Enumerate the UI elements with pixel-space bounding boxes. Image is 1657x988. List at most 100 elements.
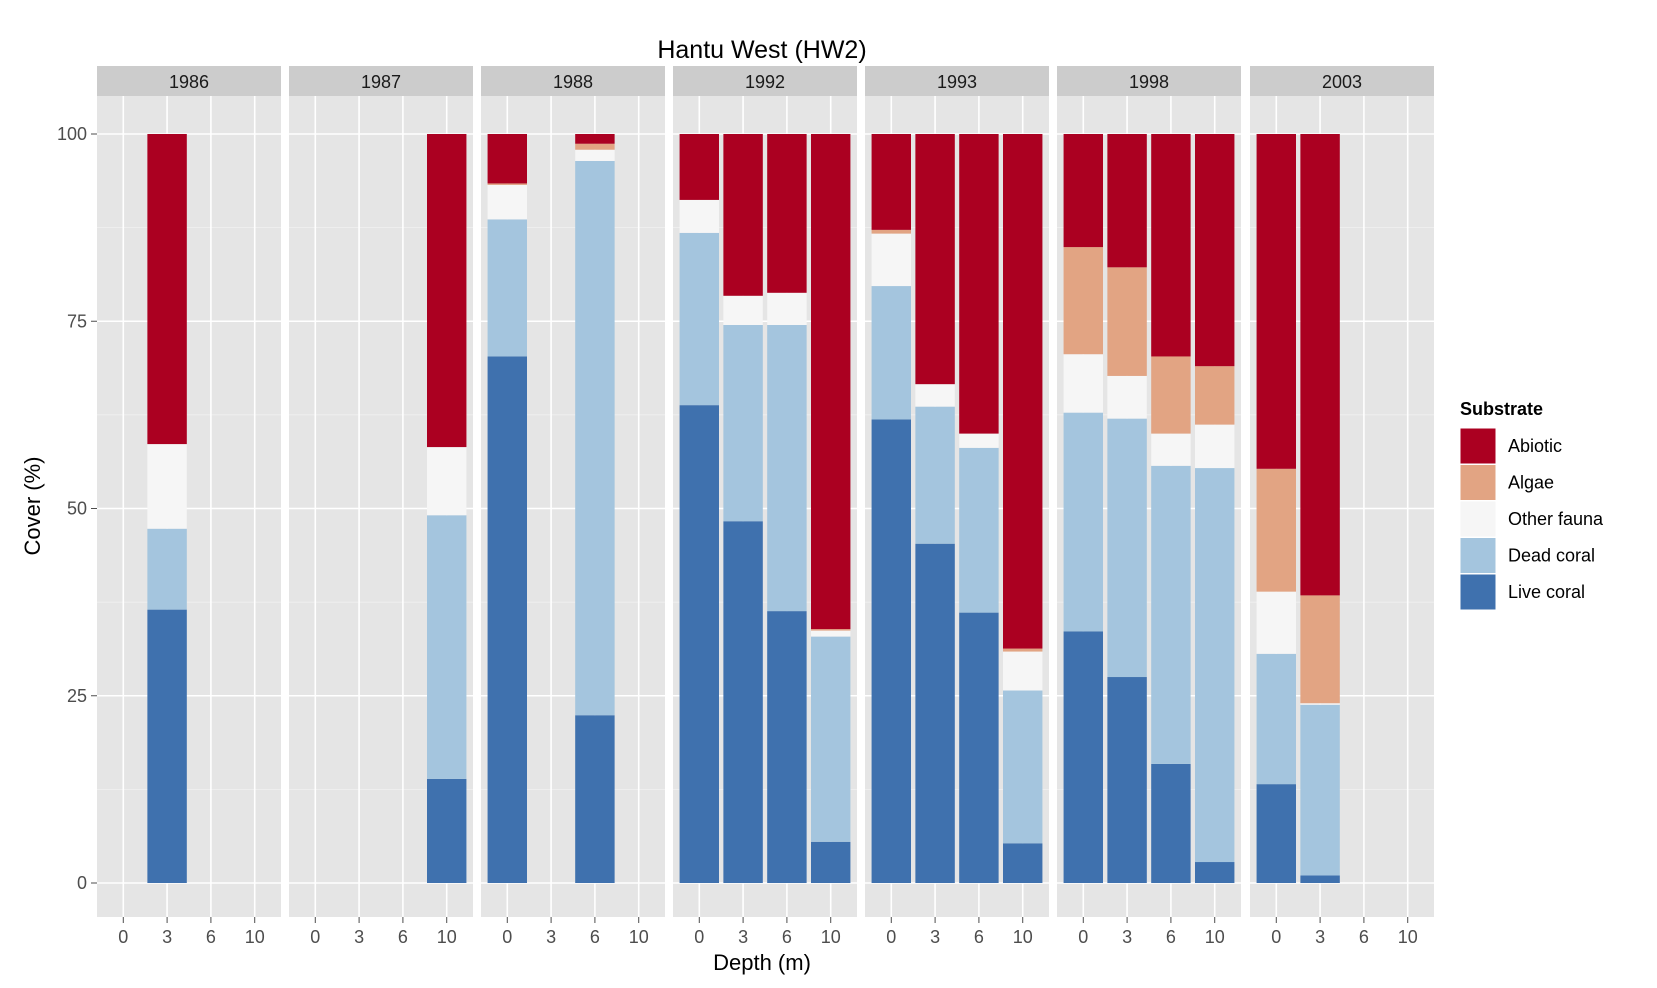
bar-segment-live-coral [1063,631,1103,883]
x-tick-label: 6 [974,927,984,947]
bar-segment-other-fauna [1107,375,1147,419]
bar-segment-abiotic [871,134,911,230]
facet-strip-label: 1998 [1129,72,1169,92]
legend-label-abiotic: Abiotic [1508,436,1562,456]
y-tick-label: 50 [67,499,87,519]
bar-segment-dead-coral [679,232,719,406]
y-axis-title: Cover (%) [20,456,45,555]
x-tick-label: 10 [1013,927,1033,947]
bar-segment-dead-coral [811,636,851,842]
x-tick-label: 0 [1271,927,1281,947]
bar-segment-dead-coral [487,219,527,357]
bar-segment-abiotic [147,134,187,445]
bar-segment-live-coral [679,405,719,883]
legend-label-live-coral: Live coral [1508,582,1585,602]
bar-segment-other-fauna [767,292,807,325]
y-tick-label: 0 [77,873,87,893]
legend-key-other-fauna [1459,500,1497,538]
facet-strip [481,66,665,96]
bar-segment-other-fauna [1195,424,1235,469]
y-tick-label: 75 [67,311,87,331]
x-tick-label: 0 [502,927,512,947]
facet-1993: 1993 0 3 6 10 [865,66,1049,947]
bar-segment-other-fauna [1256,591,1296,654]
bar-segment-dead-coral [1003,690,1043,844]
x-tick-label: 10 [1205,927,1225,947]
bar-segment-algae [1256,468,1296,592]
bar-segment-dead-coral [871,286,911,420]
bar-segment-live-coral [1151,763,1191,883]
facet-1988: 1988 0 3 6 10 [481,66,665,947]
bar-segment-abiotic [1195,134,1235,367]
bar-segment-other-fauna [1300,703,1340,705]
bar-segment-other-fauna [959,433,999,448]
bar-segment-dead-coral [723,324,763,522]
bar-segment-other-fauna [1063,354,1103,413]
facet-strip [865,66,1049,96]
bar-segment-algae [1300,595,1340,704]
bar-segment-other-fauna [871,233,911,287]
bar-segment-other-fauna [1151,433,1191,466]
bar-segment-abiotic [1063,134,1103,248]
x-tick-label: 6 [1166,927,1176,947]
x-tick-label: 3 [930,927,940,947]
x-tick-label: 0 [694,927,704,947]
bar-segment-dead-coral [915,406,955,544]
bar-segment-algae [811,629,851,631]
bar-segment-live-coral [915,543,955,883]
x-tick-label: 3 [738,927,748,947]
legend-key-algae [1459,464,1497,501]
bar-segment-other-fauna [679,199,719,233]
facet-1992: 1992 0 3 6 10 [673,66,857,947]
x-tick-label: 10 [245,927,265,947]
bar-segment-algae [1003,648,1043,652]
bar-segment-abiotic [427,134,467,448]
facet-strip [289,66,473,96]
bar-segment-live-coral [811,841,851,883]
bar-segment-abiotic [915,134,955,385]
bar-segment-live-coral [959,612,999,883]
bar-segment-live-coral [427,778,467,883]
panel-background [97,96,281,917]
bar-segment-dead-coral [1195,468,1235,863]
x-tick-label: 3 [1122,927,1132,947]
bar-segment-abiotic [575,134,615,144]
x-tick-label: 10 [629,927,649,947]
bar-segment-other-fauna [427,447,467,516]
x-tick-label: 10 [1398,927,1418,947]
bar-segment-dead-coral [427,515,467,779]
bar-segment-live-coral [871,419,911,883]
legend-label-dead-coral: Dead coral [1508,546,1595,566]
x-tick-label: 0 [886,927,896,947]
x-tick-label: 3 [162,927,172,947]
facet-2003: 2003 0 3 6 10 [1250,66,1434,947]
bar-segment-other-fauna [487,184,527,220]
bar-segment-live-coral [1195,862,1235,883]
chart-title: Hantu West (HW2) [657,36,866,64]
bar-segment-live-coral [575,715,615,883]
bar-segment-algae [1107,267,1147,376]
y-tick-label: 25 [67,686,87,706]
facet-strip [1057,66,1241,96]
bar-segment-abiotic [1256,134,1296,469]
bar-segment-abiotic [811,134,851,630]
facet-strip-label: 1993 [937,72,977,92]
bar-segment-live-coral [147,609,187,883]
facet-strip [1250,66,1434,96]
x-tick-label: 6 [782,927,792,947]
bar-segment-algae [1195,366,1235,425]
x-axis-title: Depth (m) [713,950,811,975]
bar-segment-dead-coral [147,528,187,610]
x-tick-label: 0 [310,927,320,947]
bar-segment-other-fauna [575,149,615,161]
facet-strip-label: 1986 [169,72,209,92]
bar-segment-algae [1063,247,1103,355]
bar-segment-live-coral [767,611,807,883]
bar-segment-dead-coral [575,160,615,716]
bar-segment-algae [575,143,615,150]
bar-segment-other-fauna [915,384,955,407]
x-tick-label: 6 [398,927,408,947]
y-axis: 0 25 50 75 100 [57,124,97,893]
x-tick-label: 3 [1315,927,1325,947]
